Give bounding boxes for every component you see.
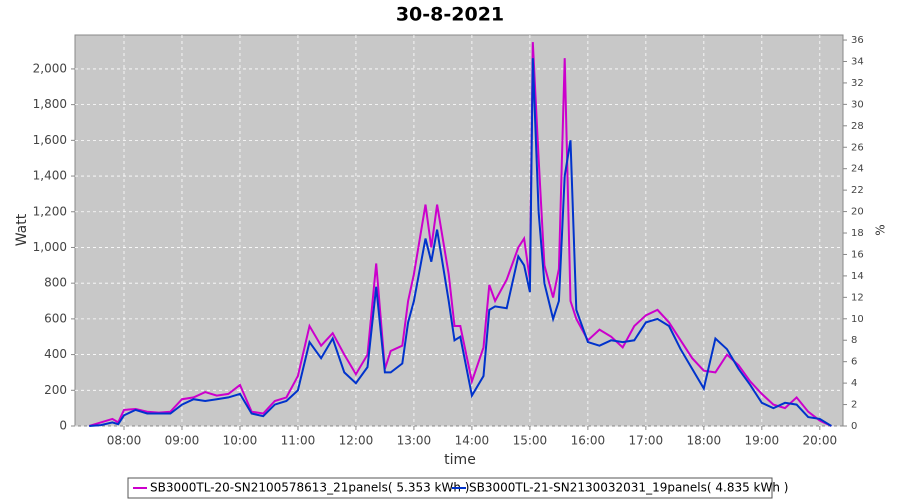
y2-tick-label: 36 xyxy=(851,35,864,46)
legend-label: SB3000TL-21-SN2130032031_19panels( 4.835… xyxy=(469,481,788,495)
y2-tick-label: 6 xyxy=(851,357,857,368)
y-tick-label: 1,200 xyxy=(33,204,67,218)
y2-tick-label: 0 xyxy=(851,421,857,432)
y-tick-label: 200 xyxy=(44,383,67,397)
y-axis-label: Watt xyxy=(14,213,30,246)
x-tick-label: 17:00 xyxy=(629,434,664,448)
x-tick-label: 11:00 xyxy=(281,434,316,448)
y2-tick-label: 16 xyxy=(851,249,864,260)
legend-label: SB3000TL-20-SN2100578613_21panels( 5.353… xyxy=(150,481,469,495)
y2-tick-label: 14 xyxy=(851,271,864,282)
y2-tick-label: 32 xyxy=(851,78,864,89)
plot-area xyxy=(74,34,844,427)
y2-tick-label: 8 xyxy=(851,335,857,346)
y2-tick-label: 18 xyxy=(851,228,864,239)
x-tick-label: 08:00 xyxy=(107,434,142,448)
y-tick-label: 1,000 xyxy=(33,240,67,254)
x-tick-label: 14:00 xyxy=(455,434,490,448)
legend xyxy=(127,477,773,499)
y2-tick-label: 2 xyxy=(851,400,857,411)
y2-tick-label: 24 xyxy=(851,164,864,175)
y2-axis-label: % xyxy=(874,224,888,235)
y-tick-label: 2,000 xyxy=(33,61,67,75)
y2-tick-label: 28 xyxy=(851,121,864,132)
y2-tick-label: 26 xyxy=(851,142,864,153)
y2-tick-label: 22 xyxy=(851,185,864,196)
x-tick-label: 15:00 xyxy=(513,434,548,448)
y-tick-label: 1,800 xyxy=(33,97,67,111)
x-axis-label: time xyxy=(444,452,476,468)
y-tick-label: 0 xyxy=(59,419,67,433)
y-tick-label: 800 xyxy=(44,276,67,290)
y-tick-label: 400 xyxy=(44,347,67,361)
chart-title: 30-8-2021 xyxy=(396,4,504,26)
y-tick-label: 600 xyxy=(44,311,67,325)
x-tick-label: 16:00 xyxy=(571,434,606,448)
y2-tick-label: 10 xyxy=(851,314,864,325)
series-line xyxy=(88,42,832,427)
x-tick-label: 13:00 xyxy=(397,434,432,448)
x-tick-label: 18:00 xyxy=(687,434,722,448)
y-tick-label: 1,600 xyxy=(33,133,67,147)
x-tick-label: 09:00 xyxy=(165,434,200,448)
x-tick-label: 19:00 xyxy=(745,434,780,448)
x-tick-label: 12:00 xyxy=(339,434,374,448)
y-tick-label: 1,400 xyxy=(33,169,67,183)
y2-tick-label: 20 xyxy=(851,207,864,218)
x-tick-label: 20:00 xyxy=(803,434,838,448)
y2-tick-label: 12 xyxy=(851,292,864,303)
series-line xyxy=(89,58,832,427)
x-tick-label: 10:00 xyxy=(223,434,258,448)
y2-tick-label: 34 xyxy=(851,56,864,67)
y2-tick-label: 30 xyxy=(851,99,864,110)
y2-tick-label: 4 xyxy=(851,378,857,389)
